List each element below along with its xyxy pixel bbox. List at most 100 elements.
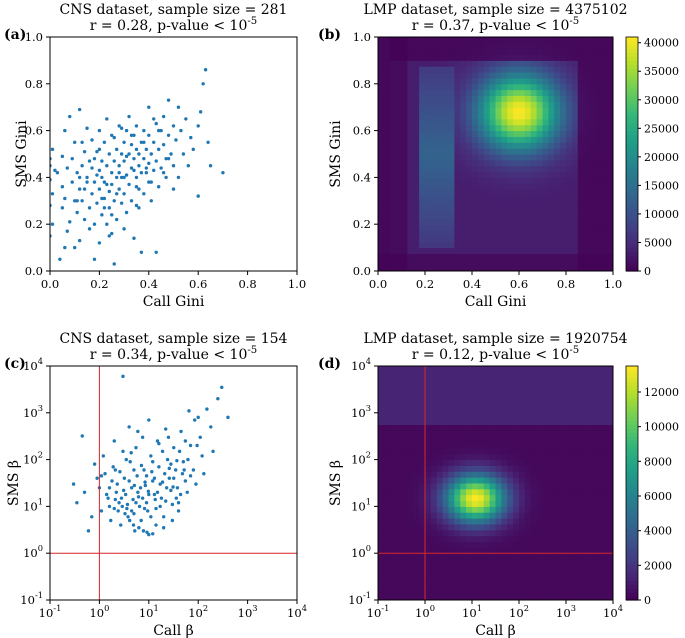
heat-cell [566,113,573,120]
heat-cell [448,212,455,219]
heat-cell [607,436,613,443]
heat-cell [530,159,538,167]
heat-cell [448,401,455,408]
data-point [107,486,112,490]
heat-cell [554,118,561,126]
heat-cell [524,171,532,178]
y-tick-label: 0.0 [353,264,371,278]
heat-cell [501,118,508,126]
heat-cell [595,253,602,260]
heat-cell [501,594,508,600]
heat-cell [483,72,491,79]
heat-cell [495,395,502,402]
heat-cell [548,594,555,600]
data-point [154,159,158,163]
heat-cell [436,564,444,572]
heat-cell [548,424,555,431]
heat-cell [389,371,397,379]
heat-cell [536,442,543,449]
heat-cell [519,218,526,225]
heat-cell [577,200,585,208]
heat-cell [548,459,555,466]
heat-cell [571,171,579,178]
heat-cell [601,259,608,266]
heat-cell [383,259,391,266]
heat-cell [566,253,573,260]
heat-cell [524,506,532,513]
heat-cell [483,48,491,56]
heat-cell [560,588,567,595]
heat-cell [442,418,449,425]
heat-cell [436,442,444,449]
heat-cell [566,518,573,525]
heat-cell [477,412,485,420]
heat-cell [454,395,461,402]
y-tick-label: 10-1 [348,590,371,607]
heat-cell [378,54,385,61]
heat-cell [583,401,590,408]
heat-cell [513,594,520,600]
heat-cell [389,471,397,478]
heat-cell [566,72,573,79]
heat-cell [477,500,485,507]
colorbar-segment [626,181,638,186]
heat-cell [542,430,549,437]
heat-cell [454,389,461,396]
colorbar-segment [626,420,638,426]
heat-cell [501,224,508,231]
heat-cell [442,101,449,108]
heat-cell [530,477,538,484]
data-point [110,133,114,137]
heat-cell [560,37,567,44]
heat-cell [472,559,479,566]
x-tick-label: 100 [89,603,109,620]
heat-cell [554,459,561,466]
heat-cell [425,241,432,249]
heat-cell [554,89,561,96]
heat-cell [566,224,573,231]
heat-cell [507,483,514,490]
heat-cell [436,154,444,161]
heat-cell [489,224,496,231]
heat-cell [389,553,397,560]
heat-cell [566,218,573,225]
heat-cell [571,588,579,595]
heat-cell [401,447,408,455]
heat-cell [536,77,543,85]
heat-cell [583,60,590,67]
heat-cell [566,412,573,420]
heat-cell [560,224,567,231]
x-tick-label: 101 [462,603,482,620]
heat-cell [448,95,455,102]
heat-cell [542,101,549,108]
heat-cell [583,488,590,496]
heat-cell [542,89,549,96]
heat-cell [542,389,549,396]
heat-cell [589,442,596,449]
heat-cell [554,224,561,231]
heat-cell [378,130,385,137]
heat-cell [519,453,526,461]
heat-cell [378,366,385,373]
heat-cell [430,83,438,91]
heat-cell [524,54,532,61]
heat-cell [454,241,461,249]
heat-cell [495,230,502,237]
heat-cell [583,241,590,249]
heat-cell [383,564,391,572]
heat-cell [454,101,461,108]
heat-cell [554,453,561,461]
heat-cell [401,594,408,600]
heat-cell [477,377,485,385]
heat-cell [495,518,502,525]
x-tick-label: 0.4 [140,277,158,291]
heat-cell [430,37,438,44]
heat-cell [442,535,449,542]
heat-cell [472,253,479,260]
heat-cell [378,459,385,466]
heat-cell [389,212,397,219]
heat-cell [413,165,420,173]
heat-cell [589,165,596,173]
heat-cell [460,118,467,126]
heat-cell [395,107,402,114]
